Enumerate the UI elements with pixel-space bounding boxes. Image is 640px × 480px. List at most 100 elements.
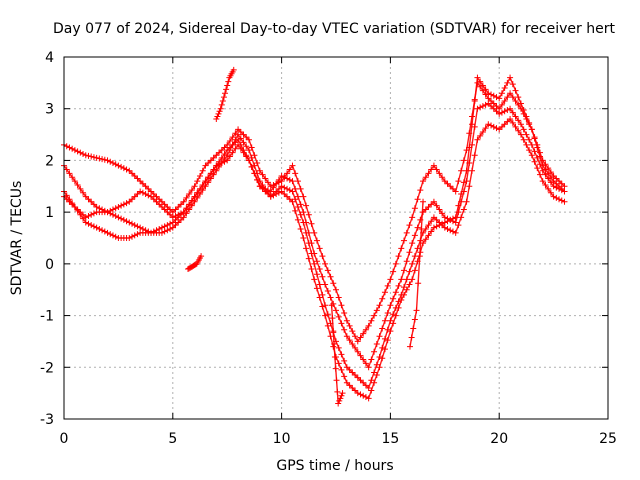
plus-marker <box>202 178 209 185</box>
plus-marker <box>550 178 557 185</box>
plus-marker <box>422 236 429 243</box>
plus-marker <box>447 216 454 223</box>
plus-marker <box>219 97 226 104</box>
plus-marker <box>93 154 100 161</box>
plus-marker <box>248 144 255 151</box>
plus-marker <box>493 108 500 115</box>
plus-marker <box>107 210 114 217</box>
plus-marker <box>262 175 269 182</box>
plus-marker <box>373 361 380 368</box>
plus-marker <box>150 191 157 198</box>
plus-marker <box>409 276 416 283</box>
plus-marker <box>482 91 489 98</box>
x-axis: 0 5 10 15 20 25 <box>60 57 617 447</box>
plus-marker <box>338 320 345 327</box>
plus-marker <box>101 228 108 235</box>
plus-marker <box>207 157 214 164</box>
plus-marker <box>300 193 307 200</box>
plus-marker <box>414 196 421 203</box>
plus-marker <box>292 207 299 214</box>
plus-marker <box>466 183 473 190</box>
plus-marker <box>300 219 307 226</box>
plus-marker <box>376 302 383 309</box>
plus-marker <box>469 121 475 128</box>
plus-marker <box>120 165 127 172</box>
plus-marker <box>69 174 76 181</box>
plus-marker <box>482 125 489 132</box>
plus-marker <box>485 121 492 128</box>
plus-marker <box>180 198 187 205</box>
plus-marker <box>148 229 155 236</box>
plus-marker <box>311 229 318 236</box>
plus-marker <box>216 163 223 170</box>
plus-marker <box>294 178 301 185</box>
plus-marker <box>401 284 407 291</box>
plus-marker <box>403 258 410 265</box>
plus-marker <box>463 178 470 185</box>
plus-marker <box>300 235 307 241</box>
plus-marker <box>509 119 516 126</box>
plus-marker <box>199 181 206 188</box>
plus-marker <box>471 97 478 104</box>
plot-frame <box>63 56 609 420</box>
plus-marker <box>112 213 119 220</box>
plus-marker <box>294 216 301 223</box>
x-tick-label: 20 <box>490 431 508 447</box>
plus-marker <box>129 196 135 203</box>
plus-marker <box>286 196 293 203</box>
y-axis: -3 -2 -1 0 1 2 3 4 <box>40 50 608 428</box>
plus-marker <box>267 193 274 200</box>
plus-marker <box>322 302 329 309</box>
plus-marker <box>466 144 473 151</box>
plus-marker <box>496 126 503 133</box>
plus-marker <box>466 130 473 137</box>
plus-marker <box>319 291 326 298</box>
plus-marker <box>148 188 155 195</box>
plus-marker <box>240 139 247 146</box>
plus-marker <box>169 224 176 231</box>
plus-marker <box>360 330 367 337</box>
plus-marker <box>496 105 503 112</box>
plus-marker <box>381 289 388 296</box>
plus-marker <box>362 382 369 389</box>
plus-marker <box>213 162 220 169</box>
y-tick-label: -3 <box>40 412 54 428</box>
plus-marker <box>537 171 543 178</box>
plus-marker <box>415 280 422 287</box>
plus-marker <box>284 175 291 182</box>
plus-marker <box>134 231 141 238</box>
plus-marker <box>458 198 465 205</box>
plus-marker <box>420 240 427 247</box>
plus-marker <box>278 183 285 190</box>
plus-marker <box>243 134 250 141</box>
plus-marker <box>158 229 165 236</box>
plus-marker <box>354 390 361 397</box>
plus-marker <box>322 312 329 319</box>
plus-marker <box>357 391 364 398</box>
plus-marker <box>278 178 285 185</box>
plus-marker <box>324 288 331 295</box>
plus-marker <box>507 74 514 81</box>
chart-title: Day 077 of 2024, Sidereal Day-to-day VTE… <box>53 21 615 37</box>
plus-marker <box>352 344 359 351</box>
plus-marker <box>216 158 223 165</box>
plus-marker <box>452 188 459 195</box>
plus-marker <box>278 188 285 195</box>
plus-marker <box>308 220 315 227</box>
plus-marker <box>528 141 535 148</box>
plus-marker <box>365 364 372 371</box>
plus-marker <box>507 105 514 112</box>
plus-marker <box>324 311 331 318</box>
plus-marker <box>515 127 522 134</box>
plus-marker <box>322 260 329 267</box>
plus-marker <box>384 309 391 316</box>
plus-marker <box>433 166 440 173</box>
plus-marker <box>520 107 527 114</box>
plus-marker <box>349 341 356 348</box>
plus-marker <box>449 228 456 235</box>
plus-marker <box>341 373 348 380</box>
plus-marker <box>80 189 87 196</box>
plus-marker <box>373 341 380 348</box>
plus-marker <box>90 201 97 208</box>
plus-marker <box>281 184 288 191</box>
